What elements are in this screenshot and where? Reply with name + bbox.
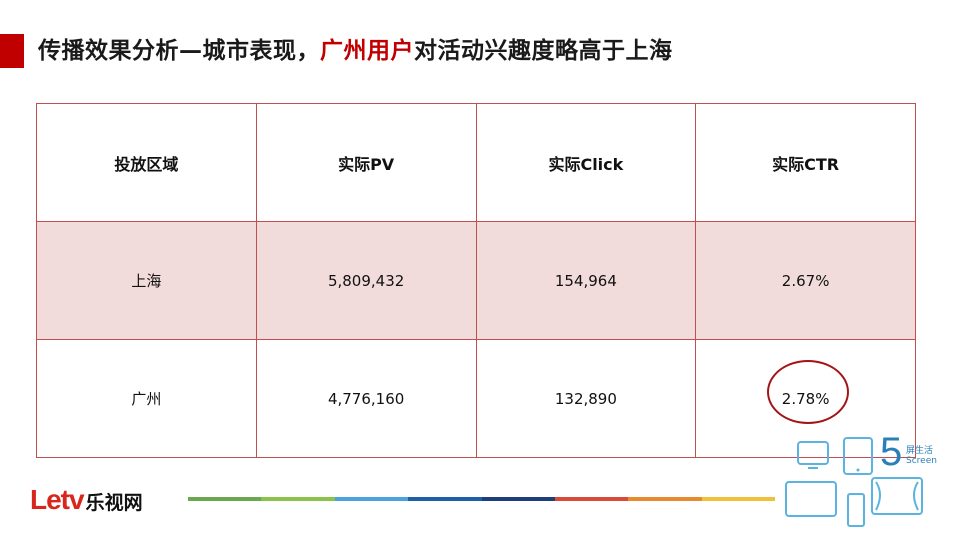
header-pv: 实际PV	[255, 103, 477, 222]
header-ctr: 实际CTR	[695, 103, 916, 222]
cell-pv: 4,776,160	[255, 339, 477, 458]
cell-click: 132,890	[475, 339, 697, 458]
city-performance-table: 投放区域 实际PV 实际Click 实际CTR 上海 5,809,432 154…	[36, 103, 916, 458]
header-region: 投放区域	[36, 103, 257, 222]
five-screens-icon	[785, 437, 923, 527]
table-header-row: 投放区域 实际PV 实际Click 实际CTR	[36, 103, 916, 222]
brand-line2: Screen	[906, 456, 937, 466]
cell-pv: 5,809,432	[255, 221, 477, 340]
cell-click: 154,964	[475, 221, 697, 340]
logo-cn-text: 乐视网	[85, 492, 143, 514]
cell-region: 广州	[36, 339, 257, 458]
cell-ctr: 2.67%	[695, 221, 916, 340]
title-accent-bar	[0, 34, 24, 68]
color-stripe	[188, 497, 775, 501]
title-prefix: 传播效果分析—城市表现，	[38, 38, 320, 64]
brand-line1: 屏生活	[906, 446, 934, 456]
brand-subtitle: 屏生活 Screen	[906, 446, 937, 466]
title-highlight: 广州用户	[320, 38, 414, 64]
brand-number: 5	[880, 430, 903, 474]
slide-title: 传播效果分析—城市表现，广州用户对活动兴趣度略高于上海	[38, 34, 673, 68]
letv-logo: Letv 乐视网	[30, 484, 143, 515]
highlight-circle	[767, 360, 849, 424]
header-click: 实际Click	[475, 103, 697, 222]
cell-region: 上海	[36, 221, 257, 340]
table-row: 上海 5,809,432 154,964 2.67%	[36, 221, 916, 340]
logo-text: Letv	[30, 484, 85, 515]
title-suffix: 对活动兴趣度略高于上海	[414, 38, 673, 64]
